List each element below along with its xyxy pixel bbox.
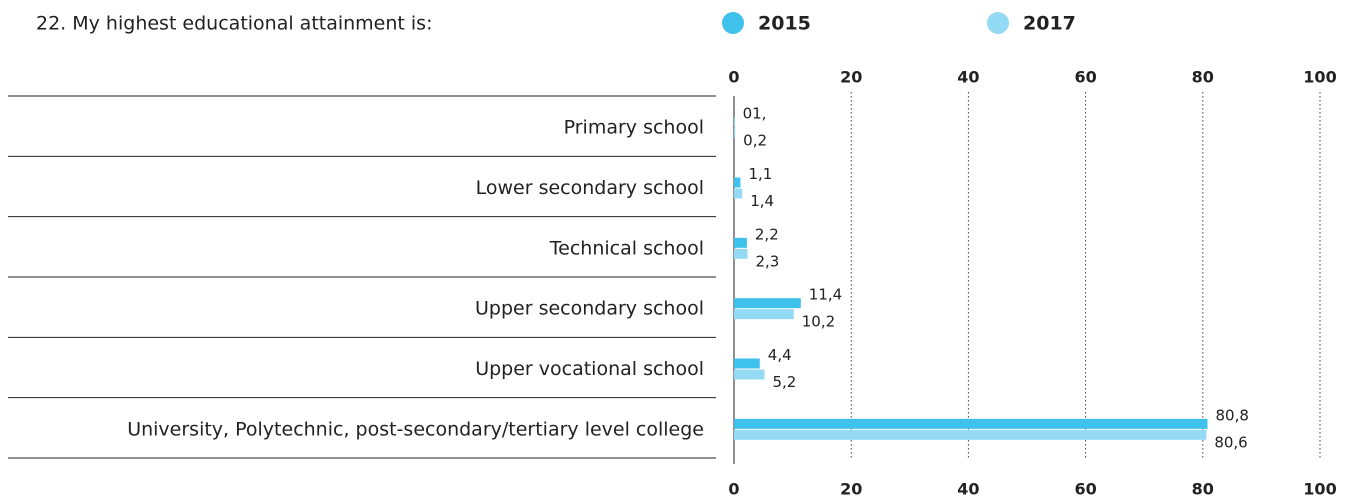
- category-label: Upper secondary school: [475, 298, 704, 320]
- category-label: Upper vocational school: [475, 358, 704, 380]
- x-tick-label: 100: [1303, 68, 1336, 87]
- value-label: 2,3: [755, 252, 779, 270]
- x-tick-label: 40: [957, 68, 979, 87]
- category-label: Primary school: [564, 117, 704, 139]
- x-tick-label: 20: [840, 480, 862, 499]
- chart-title: 22. My highest educational attainment is…: [36, 13, 433, 35]
- bar: [734, 429, 1207, 440]
- x-tick-label: 100: [1303, 480, 1336, 499]
- bar: [734, 248, 748, 259]
- bar: [734, 237, 747, 248]
- value-label: 80,8: [1215, 406, 1248, 424]
- value-label: 80,6: [1214, 433, 1247, 451]
- x-tick-label: 0: [728, 68, 739, 87]
- bar: [734, 128, 736, 139]
- bar: [734, 188, 743, 199]
- category-label: Lower secondary school: [476, 177, 704, 199]
- value-label: 01,: [743, 105, 767, 123]
- bar: [734, 177, 741, 188]
- legend-label: 2017: [1023, 13, 1076, 35]
- category-label: University, Polytechnic, post-secondary/…: [127, 418, 704, 440]
- bar: [734, 298, 801, 309]
- value-label: 5,2: [772, 373, 796, 391]
- value-label: 2,2: [755, 225, 779, 243]
- category-label: Technical school: [549, 237, 704, 259]
- bar: [734, 418, 1208, 429]
- bar: [734, 117, 735, 128]
- x-tick-label: 80: [1192, 480, 1214, 499]
- value-label: 11,4: [809, 286, 842, 304]
- x-tick-label: 0: [728, 480, 739, 499]
- legend-swatch: [722, 12, 744, 34]
- x-tick-label: 20: [840, 68, 862, 87]
- bar: [734, 309, 794, 320]
- legend-label: 2015: [758, 13, 811, 35]
- bar: [734, 358, 760, 369]
- value-label: 0,2: [743, 132, 767, 150]
- x-tick-label: 60: [1074, 480, 1096, 499]
- bar: [734, 369, 765, 380]
- value-label: 1,1: [748, 165, 772, 183]
- x-tick-label: 80: [1192, 68, 1214, 87]
- value-label: 10,2: [802, 313, 835, 331]
- x-tick-label: 40: [957, 480, 979, 499]
- value-label: 1,4: [750, 192, 774, 210]
- value-label: 4,4: [768, 346, 792, 364]
- legend-swatch: [987, 12, 1009, 34]
- x-tick-label: 60: [1074, 68, 1096, 87]
